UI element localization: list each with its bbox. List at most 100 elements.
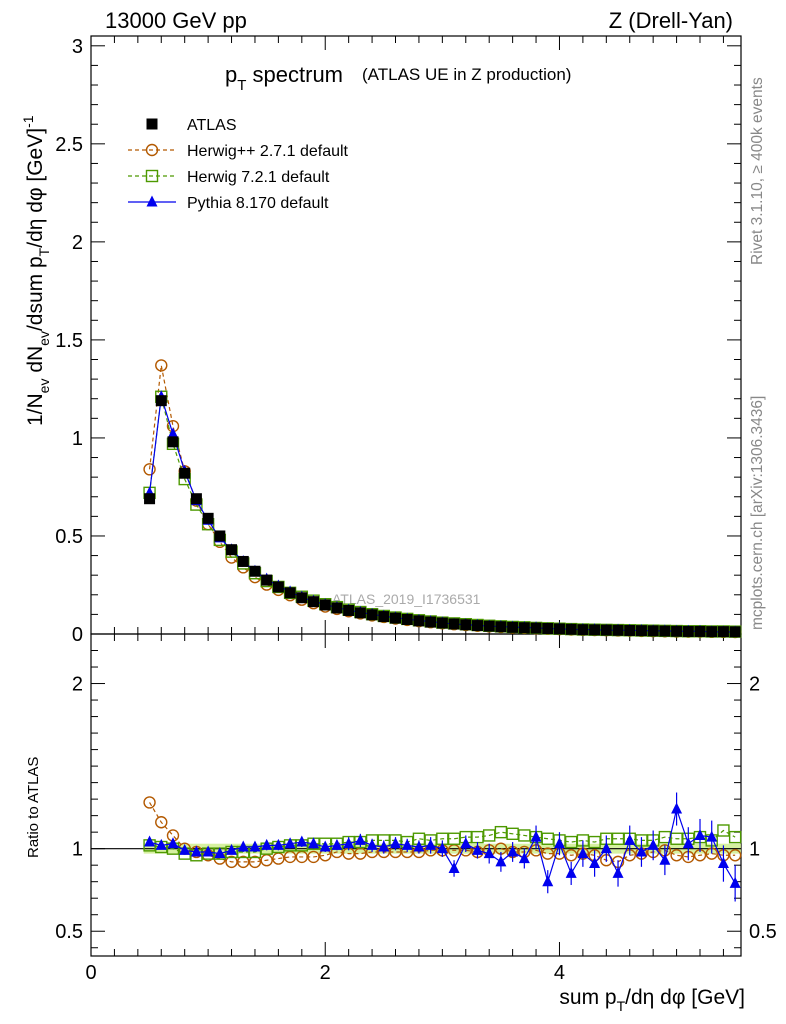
y-tick-label: 0.5 bbox=[55, 526, 83, 548]
ratio-point-herwig-2-7-1-default bbox=[307, 850, 320, 864]
point-atlas bbox=[612, 624, 624, 636]
point-atlas bbox=[296, 592, 308, 604]
point-atlas bbox=[284, 587, 296, 599]
ratio-point-herwig-7-2-1-default bbox=[588, 835, 601, 849]
ratio-line-herwig-7-2-1-default bbox=[149, 829, 736, 856]
ratio-y-tick-label: 0.5 bbox=[55, 921, 83, 943]
ratio-y-tick-label-right: 0.5 bbox=[749, 921, 777, 943]
ratio-point-pythia-8-170-default bbox=[471, 843, 483, 855]
ratio-point-pythia-8-170-default bbox=[682, 837, 694, 849]
x-tick-label: 2 bbox=[320, 962, 331, 984]
ratio-point-herwig-2-7-1-default bbox=[728, 849, 742, 862]
ratio-point-pythia-8-170-default bbox=[624, 833, 636, 845]
legend-marker-herwig-2-7-1-default bbox=[145, 143, 159, 157]
point-atlas bbox=[144, 493, 156, 505]
ratio-point-herwig-7-2-1-default bbox=[611, 832, 625, 845]
point-atlas bbox=[331, 602, 343, 614]
ratio-point-herwig-7-2-1-default bbox=[564, 835, 578, 849]
ratio-point-pythia-8-170-default bbox=[706, 830, 718, 842]
ratio-point-pythia-8-170-default bbox=[261, 838, 273, 850]
point-atlas bbox=[717, 626, 729, 638]
ratio-point-pythia-8-170-default bbox=[272, 838, 284, 850]
legend: ATLAS Herwig++ 2.7.1 default Herwig 7.2.1 … bbox=[128, 117, 349, 212]
ratio-point-pythia-8-170-default bbox=[390, 837, 402, 849]
legend-marker-pythia-8-170-default bbox=[146, 195, 158, 207]
ratio-point-pythia-8-170-default bbox=[413, 840, 425, 852]
ratio-point-pythia-8-170-default bbox=[483, 847, 495, 859]
ratio-point-pythia-8-170-default bbox=[717, 857, 729, 869]
ratio-point-herwig-2-7-1-default bbox=[670, 849, 683, 862]
ratio-series-group bbox=[143, 792, 742, 902]
ratio-point-herwig-7-2-1-default bbox=[482, 829, 496, 842]
ratio-point-pythia-8-170-default bbox=[577, 847, 589, 859]
ratio-point-pythia-8-170-default bbox=[202, 845, 214, 857]
point-atlas bbox=[659, 625, 671, 637]
ratio-point-pythia-8-170-default bbox=[308, 837, 320, 849]
ratio-point-pythia-8-170-default bbox=[190, 845, 202, 857]
ratio-point-pythia-8-170-default bbox=[354, 833, 366, 845]
ratio-point-pythia-8-170-default bbox=[401, 838, 413, 850]
ratio-point-herwig-2-7-1-default bbox=[155, 816, 168, 829]
ratio-point-pythia-8-170-default bbox=[530, 830, 542, 842]
ratio-point-pythia-8-170-default bbox=[319, 840, 331, 852]
point-atlas bbox=[530, 622, 542, 634]
ratio-point-pythia-8-170-default bbox=[343, 837, 355, 849]
point-atlas bbox=[401, 613, 413, 625]
ratio-y-tick-label-right: 1 bbox=[749, 839, 760, 861]
point-atlas bbox=[343, 604, 355, 616]
point-atlas bbox=[706, 626, 718, 638]
ratio-point-pythia-8-170-default bbox=[296, 835, 308, 847]
y-tick-label: 1.5 bbox=[55, 330, 83, 352]
point-atlas bbox=[542, 623, 554, 635]
ratio-point-pythia-8-170-default bbox=[612, 866, 624, 878]
point-atlas bbox=[167, 436, 179, 448]
point-atlas bbox=[460, 619, 472, 631]
ratio-point-pythia-8-170-default bbox=[425, 838, 437, 850]
ratio-point-pythia-8-170-default bbox=[518, 852, 530, 864]
legend-label-herwig-2-7-1-default: Herwig++ 2.7.1 default bbox=[187, 143, 349, 160]
legend-label-herwig-7-2-1-default: Herwig 7.2.1 default bbox=[187, 169, 330, 186]
ratio-point-pythia-8-170-default bbox=[635, 845, 647, 857]
ratio-point-herwig-2-7-1-default bbox=[248, 855, 262, 869]
energy-label: 13000 GeV pp bbox=[105, 8, 247, 33]
ratio-point-pythia-8-170-default bbox=[378, 840, 390, 852]
point-atlas bbox=[483, 620, 495, 632]
ratio-point-pythia-8-170-default bbox=[144, 835, 156, 847]
x-tick-label: 4 bbox=[554, 962, 565, 984]
ratio-point-pythia-8-170-default bbox=[589, 857, 601, 869]
point-atlas bbox=[226, 544, 238, 556]
x-tick-label: 0 bbox=[85, 962, 96, 984]
mcplots-label: mcplots.cern.ch [arXiv:1306.3436] bbox=[749, 396, 766, 630]
legend-label-atlas: ATLAS bbox=[187, 117, 237, 134]
point-herwig-2-7-1-default bbox=[155, 359, 168, 372]
legend-marker-herwig-7-2-1-default bbox=[145, 169, 159, 183]
ratio-point-pythia-8-170-default bbox=[507, 845, 519, 857]
point-atlas bbox=[190, 493, 202, 505]
ratio-point-herwig-2-7-1-default bbox=[564, 849, 578, 862]
point-atlas bbox=[448, 618, 460, 630]
ratio-y-tick-label: 1 bbox=[72, 839, 83, 861]
point-atlas bbox=[495, 621, 507, 633]
point-atlas bbox=[261, 574, 273, 586]
main-y-axis-label: 1/Nev dNev/dsum pT/dη dφ [GeV]-1 bbox=[20, 115, 52, 426]
axes-group: 0 2 400.511.522.530.5 0.51 12 2 bbox=[55, 36, 777, 984]
point-atlas bbox=[272, 581, 284, 593]
ratio-point-herwig-2-7-1-default bbox=[541, 847, 554, 860]
ratio-point-pythia-8-170-default bbox=[167, 837, 179, 849]
rivet-label: Rivet 3.1.10, ≥ 400k events bbox=[749, 77, 766, 265]
ratio-point-pythia-8-170-default bbox=[460, 837, 472, 849]
point-atlas bbox=[682, 625, 694, 637]
ratio-point-pythia-8-170-default bbox=[179, 843, 191, 855]
y-tick-label: 1 bbox=[72, 428, 83, 450]
ratio-y-axis-label: Ratio to ATLAS bbox=[25, 757, 42, 858]
ratio-point-pythia-8-170-default bbox=[647, 838, 659, 850]
ratio-point-herwig-7-2-1-default bbox=[728, 830, 742, 844]
point-atlas bbox=[577, 624, 589, 636]
ratio-point-herwig-2-7-1-default bbox=[225, 855, 238, 869]
ratio-point-pythia-8-170-default bbox=[284, 837, 296, 849]
y-tick-label: 2.5 bbox=[55, 134, 83, 156]
point-atlas bbox=[366, 609, 378, 621]
point-atlas bbox=[589, 624, 601, 636]
x-axis-label: sum pT/dη dφ [GeV] bbox=[559, 986, 745, 1014]
point-pythia-8-170-default bbox=[167, 427, 179, 439]
